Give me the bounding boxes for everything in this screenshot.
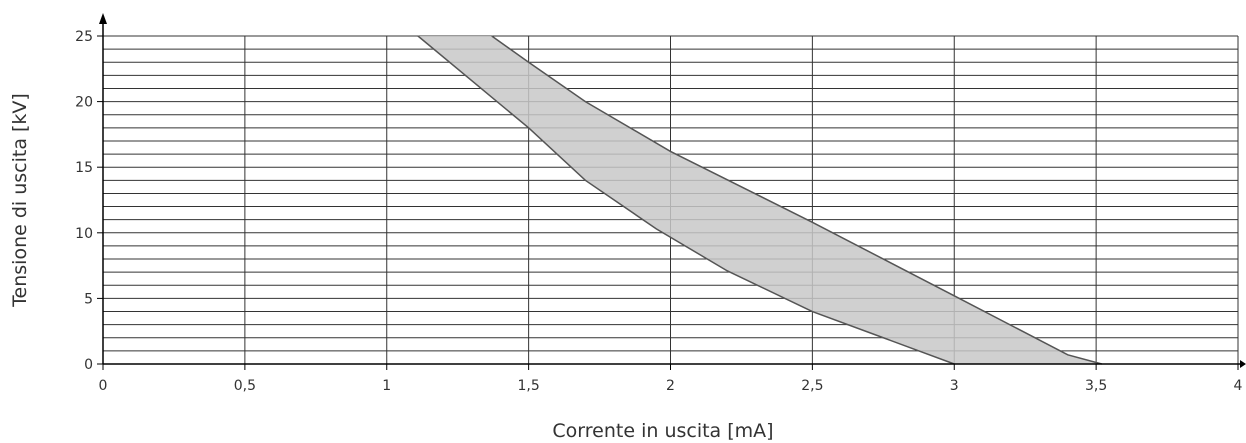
y-tick-label: 25 — [75, 29, 93, 45]
y-tick-label: 5 — [84, 291, 93, 307]
x-axis-ticks: 0 0,5 1 1,5 2 2,5 3 3,5 4 — [99, 364, 1243, 394]
axes — [99, 13, 1246, 368]
x-tick-label: 3 — [950, 378, 959, 394]
y-tick-label: 15 — [75, 160, 93, 176]
y-axis-arrow-icon — [99, 13, 107, 24]
y-tick-label: 20 — [75, 95, 93, 111]
y-tick-label: 0 — [84, 357, 93, 373]
y-axis-ticks: 0 5 10 15 20 25 — [75, 29, 103, 373]
operating-region-band — [417, 36, 1102, 364]
x-axis-arrow-icon — [1240, 360, 1246, 368]
x-tick-label: 3,5 — [1085, 378, 1107, 394]
x-tick-label: 2 — [666, 378, 675, 394]
upper-boundary-line — [491, 35, 1102, 365]
x-tick-label: 4 — [1234, 378, 1243, 394]
x-tick-label: 1,5 — [517, 378, 539, 394]
x-tick-label: 1 — [382, 378, 391, 394]
x-tick-label: 0,5 — [234, 378, 256, 394]
y-axis-label: Tensione di uscita [kV] — [9, 93, 31, 308]
x-axis-label: Corrente in uscita [mA] — [552, 420, 773, 442]
lower-boundary-line — [417, 35, 955, 365]
y-tick-label: 10 — [75, 226, 93, 242]
x-tick-label: 2,5 — [801, 378, 823, 394]
x-tick-label: 0 — [99, 378, 108, 394]
